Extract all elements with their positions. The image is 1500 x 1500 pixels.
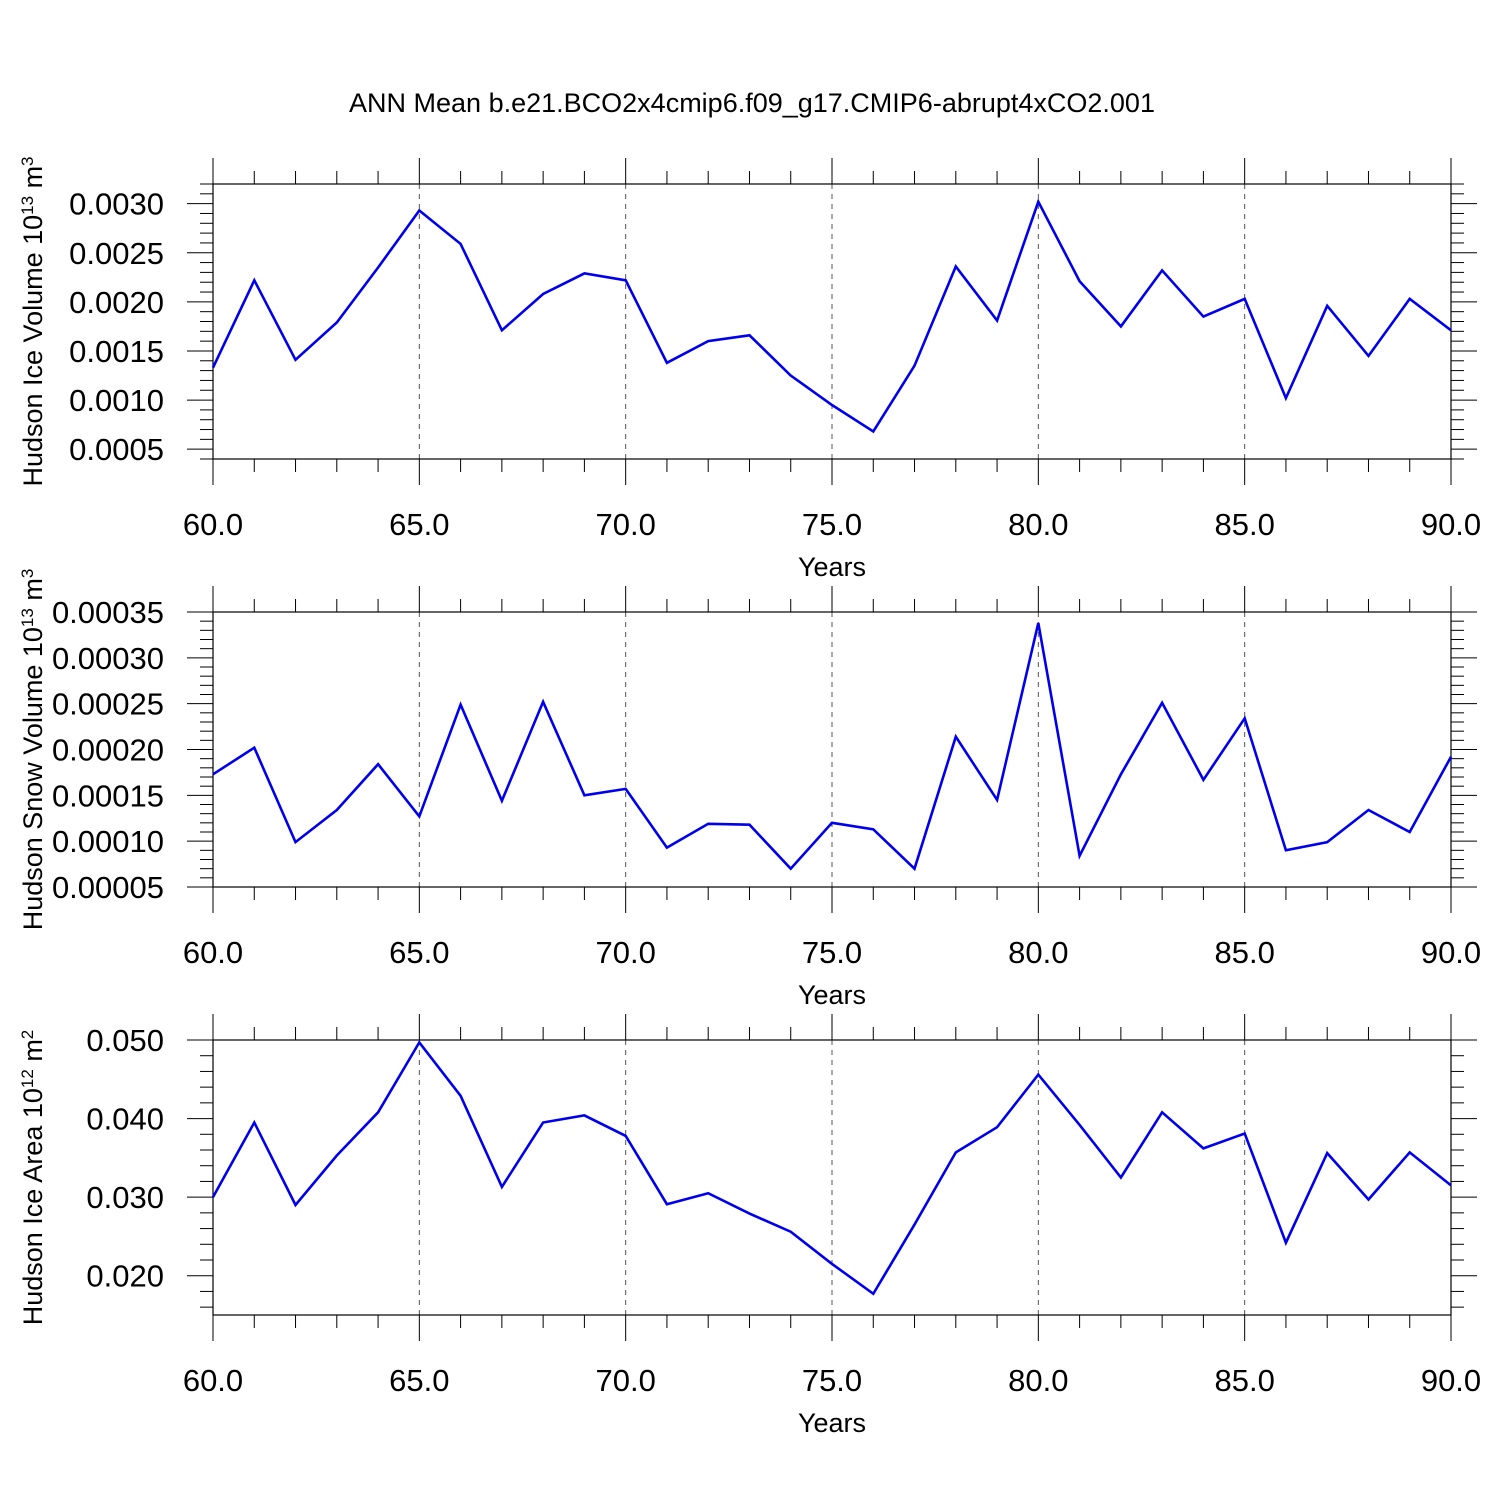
figure-title: ANN Mean b.e21.BCO2x4cmip6.f09_g17.CMIP6… (349, 88, 1155, 118)
y-axis-label-unit-exponent: 3 (18, 569, 37, 578)
y-axis-label-exponent: 13 (18, 196, 37, 215)
y-axis-label-text: Hudson Snow Volume 10 (18, 627, 48, 930)
x-tick-label: 75.0 (802, 935, 862, 970)
x-tick-label: 70.0 (595, 507, 655, 542)
x-tick-label: 60.0 (183, 935, 243, 970)
y-axis-label-unit: m (18, 166, 48, 196)
y-tick-label: 0.00030 (52, 641, 164, 676)
x-tick-label: 85.0 (1214, 935, 1274, 970)
y-tick-label: 0.020 (86, 1259, 164, 1294)
y-axis-label: Hudson Snow Volume 1013 m3 (18, 569, 49, 931)
x-tick-label: 80.0 (1008, 1363, 1068, 1398)
y-tick-label: 0.0010 (69, 383, 164, 418)
y-axis-label-unit-exponent: 3 (18, 156, 37, 165)
y-axis-label-exponent: 13 (18, 608, 37, 627)
x-tick-label: 60.0 (183, 507, 243, 542)
y-tick-label: 0.0025 (69, 236, 164, 271)
x-tick-label: 80.0 (1008, 507, 1068, 542)
chart-panel-2: 60.0 65.0 70.0 75.0 80.0 85.0 90.0 0.00005 0.000… (18, 569, 1482, 1010)
y-tick-label: 0.00005 (52, 870, 164, 905)
y-tick-label: 0.050 (86, 1023, 164, 1058)
x-tick-label: 80.0 (1008, 935, 1068, 970)
x-tick-label: 65.0 (389, 507, 449, 542)
y-axis-label: Hudson Ice Area 1012 m2 (18, 1030, 49, 1326)
x-tick-label: 90.0 (1421, 1363, 1481, 1398)
chart-panels: 60.0 65.0 70.0 75.0 80.0 85.0 90.0 0.0005 0.0010… (18, 156, 1482, 1438)
y-tick-label: 0.00015 (52, 778, 164, 813)
y-axis-label-text: Hudson Ice Volume 10 (18, 215, 48, 487)
chart-panel-3: 60.0 65.0 70.0 75.0 80.0 85.0 90.0 0.020 0.030 0.… (18, 1014, 1481, 1438)
y-tick-label: 0.00035 (52, 595, 164, 630)
x-tick-label: 70.0 (595, 935, 655, 970)
x-tick-label: 85.0 (1214, 1363, 1274, 1398)
y-tick-label: 0.0030 (69, 187, 164, 222)
y-tick-label: 0.0015 (69, 334, 164, 369)
y-tick-label: 0.0005 (69, 432, 164, 467)
x-axis-label: Years (798, 980, 866, 1010)
x-axis-label: Years (798, 1408, 866, 1438)
x-tick-label: 75.0 (802, 1363, 862, 1398)
x-tick-label: 65.0 (389, 1363, 449, 1398)
chart-panel-1: 60.0 65.0 70.0 75.0 80.0 85.0 90.0 0.0005 0.0010… (18, 156, 1482, 582)
y-axis-label-unit: m (18, 1039, 48, 1069)
y-tick-label: 0.040 (86, 1102, 164, 1137)
x-tick-label: 85.0 (1214, 507, 1274, 542)
y-tick-label: 0.00020 (52, 733, 164, 768)
y-axis-label-unit: m (18, 578, 48, 608)
x-tick-label: 75.0 (802, 507, 862, 542)
x-tick-label: 90.0 (1421, 507, 1481, 542)
y-axis-label-exponent: 12 (18, 1069, 37, 1088)
x-tick-label: 70.0 (595, 1363, 655, 1398)
y-tick-label: 0.030 (86, 1180, 164, 1215)
y-axis-label-unit-exponent: 2 (18, 1030, 37, 1039)
x-tick-label: 90.0 (1421, 935, 1481, 970)
y-axis-label: Hudson Ice Volume 1013 m3 (18, 156, 49, 486)
y-tick-label: 0.00010 (52, 824, 164, 859)
x-tick-label: 60.0 (183, 1363, 243, 1398)
y-tick-label: 0.0020 (69, 285, 164, 320)
y-tick-label: 0.00025 (52, 687, 164, 722)
x-axis-label: Years (798, 552, 866, 582)
y-axis-label-text: Hudson Ice Area 10 (18, 1088, 48, 1325)
x-tick-label: 65.0 (389, 935, 449, 970)
